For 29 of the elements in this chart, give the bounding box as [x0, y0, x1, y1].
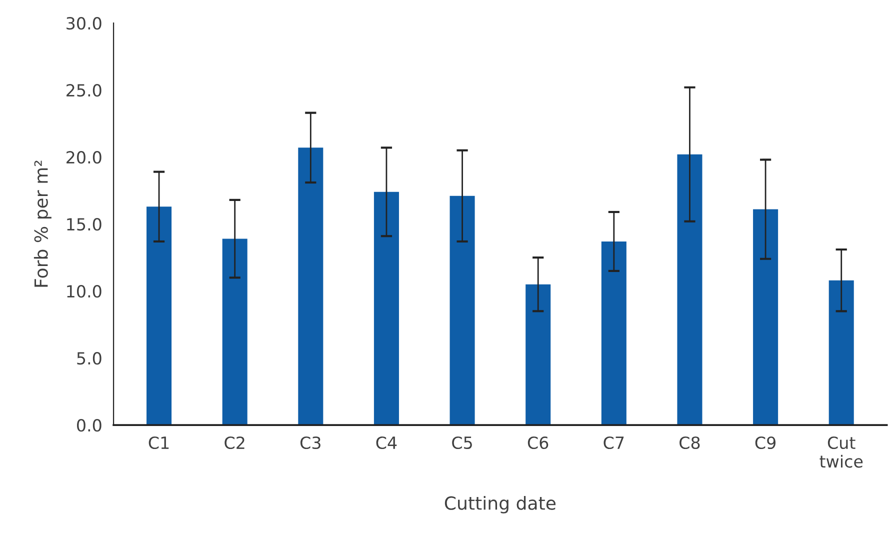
- y-tick-label: 20.0: [66, 151, 102, 164]
- y-tick-label: 30.0: [66, 17, 102, 30]
- y-tick-label: 10.0: [67, 285, 102, 298]
- bar: [298, 148, 324, 426]
- x-tick-label: Cut twice: [820, 436, 863, 468]
- y-axis-title: Forb % per m²: [34, 160, 52, 287]
- bar: [753, 209, 778, 426]
- bar: [374, 192, 399, 426]
- bar: [677, 154, 702, 426]
- bar: [450, 196, 475, 426]
- bar: [526, 284, 551, 426]
- bar: [146, 206, 172, 426]
- x-tick-label: C8: [680, 436, 700, 450]
- y-tick-label: 5.0: [77, 352, 102, 365]
- x-axis-title: Cutting date: [444, 496, 556, 514]
- x-tick-label: C1: [148, 436, 169, 450]
- x-tick-label: C5: [452, 436, 472, 450]
- y-tick-label: 0.0: [77, 419, 102, 432]
- x-tick-label: C3: [300, 436, 320, 450]
- bar: [828, 280, 854, 426]
- x-tick-label: C7: [604, 436, 624, 450]
- x-tick-label: C2: [224, 436, 244, 450]
- x-tick-label: C4: [376, 436, 397, 450]
- x-tick-label: C9: [755, 436, 776, 450]
- x-tick-label: C6: [528, 436, 548, 450]
- y-tick-label: 15.0: [67, 218, 102, 231]
- y-tick-label: 25.0: [66, 84, 102, 97]
- bar: [222, 238, 248, 426]
- bar: [601, 241, 626, 426]
